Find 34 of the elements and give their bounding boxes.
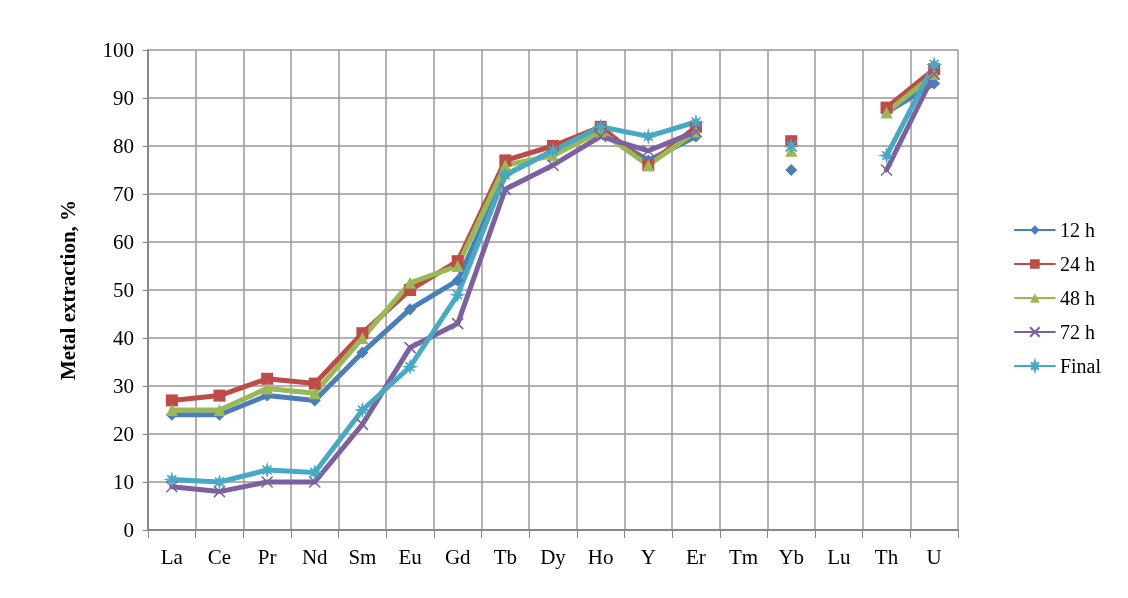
y-tick-label: 30	[113, 374, 134, 398]
y-tick-label: 90	[113, 86, 134, 110]
x-tick-label: Gd	[444, 544, 472, 569]
x-tick-label: Ho	[587, 544, 614, 569]
y-tick-label: 60	[113, 230, 134, 254]
x-tick-label: Eu	[398, 544, 423, 569]
legend-label: 12 h	[1059, 219, 1095, 241]
legend-label: Final	[1059, 355, 1102, 377]
y-tick-label: 40	[113, 326, 134, 350]
y-tick-label: 50	[113, 278, 134, 302]
x-tick-label: La	[160, 544, 184, 569]
x-tick-label: Dy	[540, 544, 567, 569]
x-tick-label: Pr	[257, 544, 277, 569]
y-tick-label: 0	[123, 518, 134, 542]
x-tick-label: Tm	[729, 544, 759, 569]
legend-label: 24 h	[1059, 253, 1095, 275]
x-tick-label: U	[926, 544, 942, 569]
x-tick-label: Er	[686, 544, 706, 569]
y-tick-label: 80	[113, 134, 134, 158]
x-tick-label: Lu	[827, 544, 852, 569]
legend-label: 72 h	[1059, 321, 1095, 343]
x-tick-label: Ce	[207, 544, 232, 569]
y-axis-title: Metal extraction, %	[55, 199, 80, 381]
legend-label: 48 h	[1059, 287, 1095, 309]
y-tick-label: 100	[102, 38, 134, 62]
x-tick-label: Sm	[348, 544, 377, 569]
x-tick-label: Th	[874, 544, 899, 569]
x-tick-label: Tb	[493, 544, 518, 569]
x-tick-label: Nd	[301, 544, 329, 569]
y-tick-label: 20	[113, 422, 134, 446]
y-tick-label: 70	[113, 182, 134, 206]
x-tick-label: Y	[640, 544, 656, 569]
x-tick-label: Yb	[778, 544, 805, 569]
y-tick-label: 10	[113, 470, 134, 494]
